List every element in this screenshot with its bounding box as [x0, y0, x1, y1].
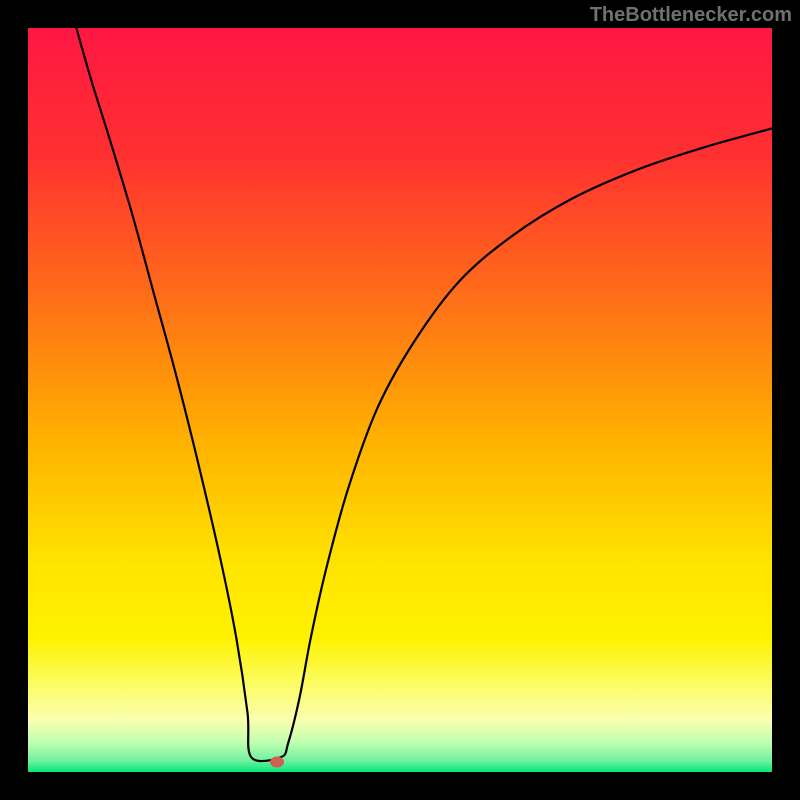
- optimum-marker: [270, 757, 284, 768]
- plot-area: [28, 28, 772, 772]
- watermark-text: TheBottlenecker.com: [590, 4, 792, 27]
- chart-container: TheBottlenecker.com: [0, 0, 800, 800]
